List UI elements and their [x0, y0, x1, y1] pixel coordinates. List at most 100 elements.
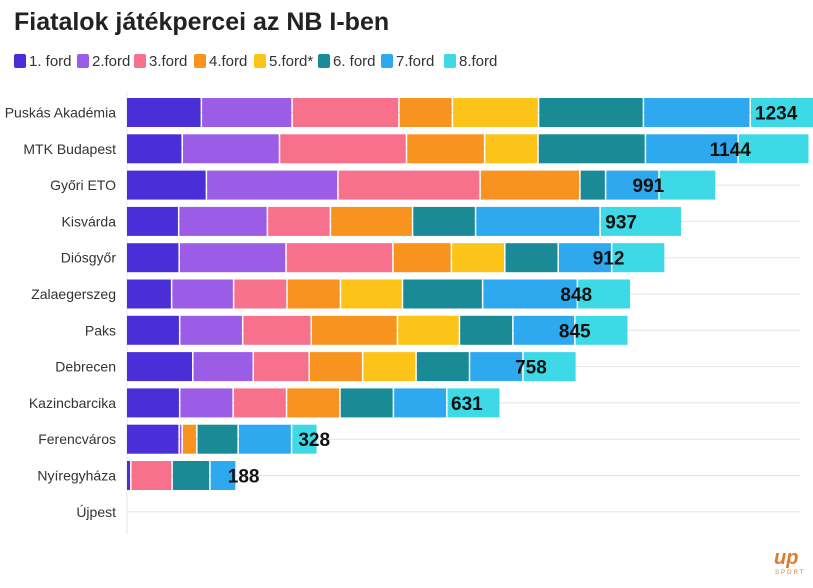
bars: [127, 98, 813, 490]
bar-segment: [131, 461, 172, 490]
bar-segment: [480, 170, 580, 200]
bar-segment: [331, 206, 412, 236]
bar-segment: [460, 315, 513, 345]
bar-segment: [179, 243, 286, 273]
legend-swatch-8: [444, 54, 456, 68]
bar-segment: [292, 424, 317, 454]
bar-segment: [172, 461, 210, 490]
bar-segment: [341, 279, 402, 309]
bar-segment: [172, 279, 233, 309]
bar-segment: [738, 134, 809, 164]
bar-segment: [505, 243, 558, 273]
total-label: 328: [298, 430, 330, 451]
bar-segment: [476, 206, 600, 236]
bar-segment: [513, 315, 575, 345]
bar-segment: [340, 388, 393, 418]
bar-segment: [287, 388, 340, 418]
legend-label-8: 8.ford: [459, 53, 497, 70]
category-label: Győri ETO: [50, 177, 116, 193]
bar-segment: [233, 388, 286, 418]
bar-segment: [538, 134, 645, 164]
bar-segment: [182, 424, 197, 454]
bar-segment: [453, 98, 538, 127]
legend-label-3: 3.ford: [149, 53, 187, 70]
bar-segment: [127, 170, 206, 200]
bar-segment: [470, 352, 523, 382]
bar-segment: [575, 315, 628, 345]
bar-segment: [416, 352, 469, 382]
bar-segment: [202, 98, 292, 127]
bar-segment: [193, 352, 253, 382]
bar-segment: [268, 206, 330, 236]
bar-segment: [127, 388, 179, 418]
bar-segment: [286, 243, 393, 273]
total-label: 1234: [755, 104, 798, 125]
bar-segment: [210, 461, 236, 490]
total-label: 848: [560, 285, 592, 306]
legend-swatch-3: [134, 54, 146, 68]
bar-segment: [180, 388, 233, 418]
bar-segment: [394, 388, 447, 418]
bar-segment: [127, 315, 179, 345]
bar-segment: [127, 243, 179, 273]
bar-segment: [485, 134, 538, 164]
category-label: Diósgyőr: [61, 250, 117, 266]
legend-swatch-7: [381, 54, 393, 68]
bar-segment: [606, 170, 659, 200]
bar-segment: [287, 279, 340, 309]
bar-segment: [182, 134, 279, 164]
category-labels: Puskás Akadémia MTK Budapest Győri ETO Kisv…: [5, 105, 117, 520]
bar-segment: [659, 170, 716, 200]
total-label: 937: [605, 212, 637, 233]
svg-text:up: up: [774, 547, 798, 569]
legend-label-7: 7.ford: [396, 53, 434, 70]
legend-swatch-6: [318, 54, 330, 68]
bar-segment: [483, 279, 577, 309]
bar-segment: [751, 98, 813, 127]
category-label: Paks: [85, 322, 116, 338]
legend-label-4: 4.ford: [209, 53, 247, 70]
bar-segment: [407, 134, 484, 164]
legend-swatch-4: [194, 54, 206, 68]
category-label: Debrecen: [55, 359, 116, 375]
svg-text:SPORT: SPORT: [775, 570, 806, 576]
bar-segment: [238, 424, 291, 454]
bar-segment: [179, 424, 182, 454]
category-label: MTK Budapest: [23, 141, 116, 157]
bar-segment: [447, 388, 500, 418]
category-label: Újpest: [76, 504, 116, 520]
bar-segment: [612, 243, 665, 273]
bar-segment: [292, 98, 399, 127]
legend-label-1: 1. ford: [29, 53, 72, 70]
bar-segment: [580, 170, 605, 200]
bar-segment: [558, 243, 611, 273]
brand-logo: up SPORT: [774, 547, 806, 576]
bar-segment: [644, 98, 750, 127]
bar-segment: [127, 461, 131, 490]
bar-segment: [539, 98, 643, 127]
total-label: 912: [593, 249, 625, 270]
category-label: Kazincbarcika: [29, 395, 116, 411]
bar-segment: [600, 206, 681, 236]
total-label: 188: [228, 467, 260, 488]
bar-segment: [403, 279, 482, 309]
bar-segment: [254, 352, 309, 382]
bar-segment: [280, 134, 406, 164]
bar-segment: [207, 170, 338, 200]
bar-segment: [398, 315, 459, 345]
bar-segment: [309, 352, 362, 382]
bar-segment: [127, 279, 171, 309]
bar-segment: [578, 279, 631, 309]
legend-label-5: 5.ford*: [269, 53, 313, 70]
bar-segment: [179, 206, 267, 236]
bar-segment: [311, 315, 397, 345]
bar-segment: [127, 206, 178, 236]
bar-segment: [127, 134, 182, 164]
bar-segment: [243, 315, 311, 345]
category-label: Kisvárda: [62, 213, 117, 229]
legend-swatch-1: [14, 54, 26, 68]
bar-segment: [127, 352, 193, 382]
bar-segment: [338, 170, 480, 200]
bar-segment: [393, 243, 451, 273]
